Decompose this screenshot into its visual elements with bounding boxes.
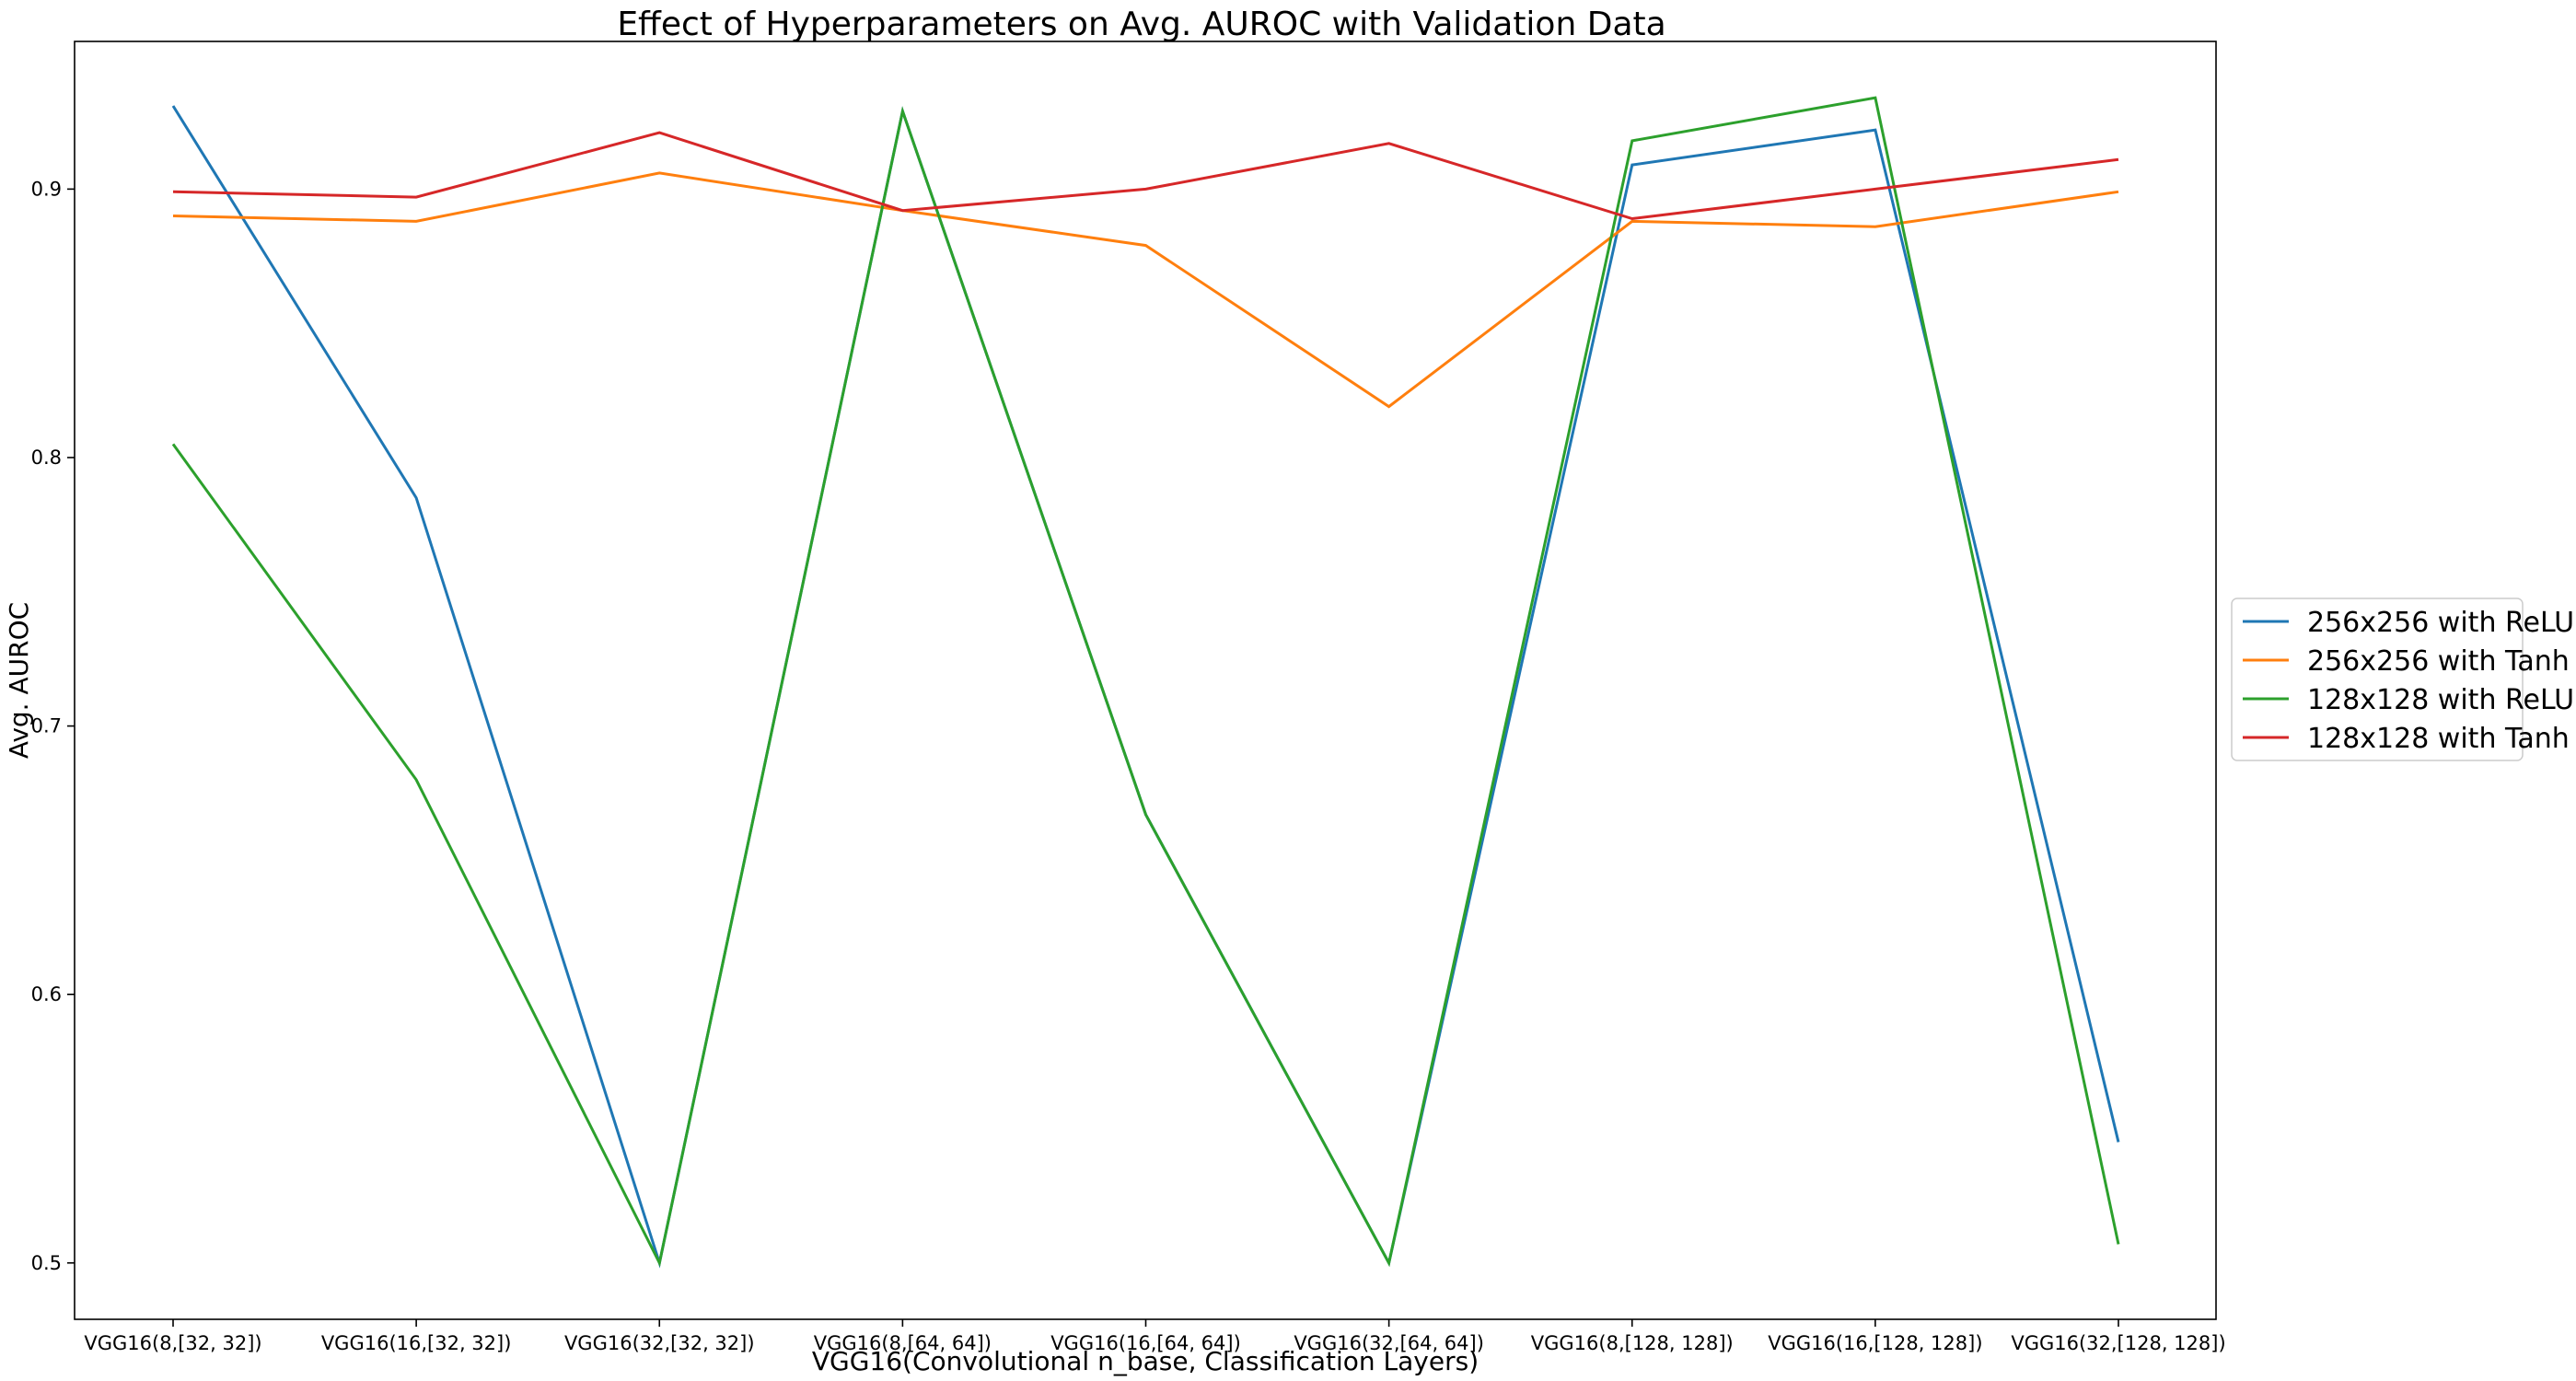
x-tick-label: VGG16(16,[64, 64]) [1050,1332,1241,1354]
y-axis: 0.5 0.6 0.7 0.8 0.9 [31,178,75,1274]
y-tick-label: 0.6 [31,983,62,1005]
series-line-3 [171,96,2120,1268]
legend-label: 256x256 with Tanh [2307,645,2570,678]
x-tick-label: VGG16(32,[32, 32]) [564,1332,755,1354]
y-axis-label: Avg. AUROC [4,602,34,759]
series-line-4 [172,131,2119,221]
legend-label: 128x128 with Tanh [2307,723,2570,755]
y-tick-label: 0.9 [31,178,62,200]
legend-box [2231,598,2524,761]
x-tick-label: VGG16(16,[128, 128]) [1768,1332,1982,1354]
x-axis-label: VGG16(Convolutional n_base, Classificati… [812,1346,1479,1376]
series-line-1 [171,105,2120,1269]
plot-frame [74,41,2217,1320]
x-tick-label: VGG16(32,[128, 128]) [2011,1332,2225,1354]
x-tick-label: VGG16(8,[128, 128]) [1531,1332,1734,1354]
chart-title: Effect of Hyperparameters on Avg. AUROC … [617,6,1665,43]
series-layer [171,96,2120,1269]
x-tick-label: VGG16(32,[64, 64]) [1294,1332,1484,1354]
x-tick-label: VGG16(8,[64, 64]) [814,1332,992,1354]
x-axis: VGG16(8,[32, 32]) VGG16(16,[32, 32]) VGG16… [84,1319,2226,1354]
y-tick-label: 0.7 [31,715,62,737]
legend-label: 256x256 with ReLU [2307,607,2574,639]
legend: 256x256 with ReLU 256x256 with Tanh 128x12… [2231,598,2574,761]
legend-items: 256x256 with ReLU 256x256 with Tanh 128x12… [2243,607,2574,755]
x-tick-label: VGG16(8,[32, 32]) [84,1332,261,1354]
series-line-2 [172,171,2119,409]
y-tick-label: 0.8 [31,447,62,469]
legend-label: 128x128 with ReLU [2307,684,2574,716]
y-tick-label: 0.5 [31,1252,62,1274]
x-tick-label: VGG16(16,[32, 32]) [321,1332,512,1354]
